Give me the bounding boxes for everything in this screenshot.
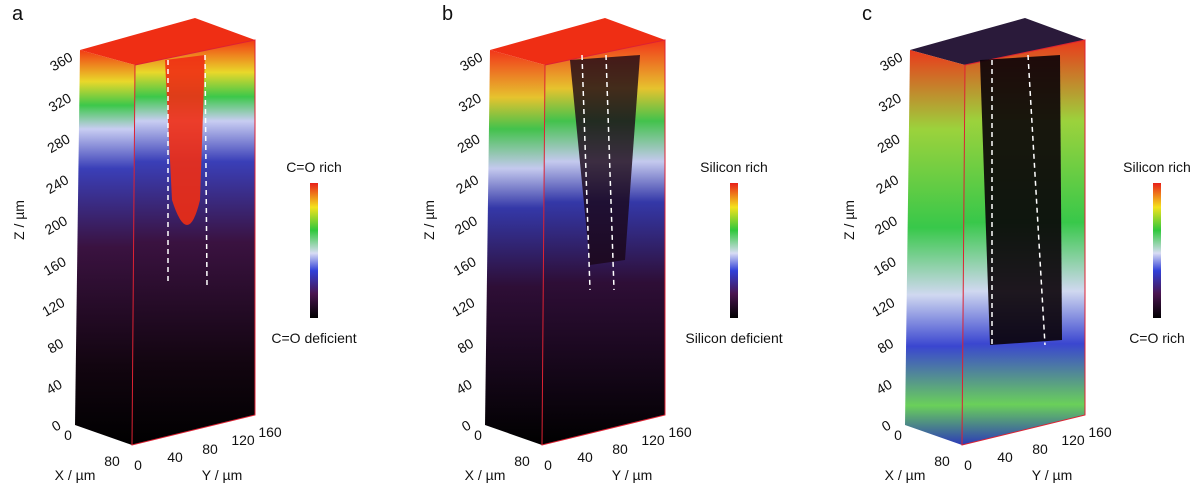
- z-tick-label: 0: [49, 417, 64, 435]
- y-tick-label: 0: [964, 457, 972, 473]
- top-face: [80, 18, 255, 65]
- x-tick-label: 0: [474, 427, 482, 443]
- y-tick-label: 40: [997, 449, 1013, 465]
- guide-line: [581, 54, 591, 291]
- x-tick-label: 0: [894, 427, 902, 443]
- y-tick-label: 120: [641, 432, 665, 448]
- y-axis-label: Y / µm: [612, 467, 652, 483]
- z-axis-label: Z / µm: [841, 200, 857, 240]
- z-tick-label: 200: [42, 212, 70, 238]
- z-tick-label: 240: [453, 171, 481, 197]
- left-face: [75, 50, 135, 445]
- z-tick-label: 120: [39, 294, 67, 320]
- z-tick-label: 0: [459, 417, 474, 435]
- z-tick-label: 160: [870, 253, 898, 279]
- z-tick-label: 280: [874, 130, 902, 156]
- top-face: [910, 18, 1085, 65]
- colorbar-top-label: Silicon rich: [1123, 159, 1191, 175]
- z-tick-label: 80: [875, 335, 897, 357]
- y-tick-label: 160: [668, 424, 692, 440]
- z-tick-label: 320: [876, 90, 904, 116]
- z-tick-label: 80: [455, 335, 477, 357]
- panel-label: b: [442, 3, 453, 25]
- left-face: [485, 50, 545, 445]
- z-tick-label: 120: [449, 294, 477, 320]
- y-tick-label: 80: [202, 441, 218, 457]
- y-tick-label: 120: [1061, 432, 1085, 448]
- y-tick-label: 0: [544, 457, 552, 473]
- x-tick-label: 80: [104, 453, 120, 469]
- x-tick-label: 0: [64, 427, 72, 443]
- y-tick-label: 80: [612, 441, 628, 457]
- z-axis-label: Z / µm: [11, 200, 27, 240]
- x-tick-label: 80: [514, 453, 530, 469]
- z-tick-label: 360: [877, 49, 905, 75]
- z-tick-label: 200: [872, 212, 900, 238]
- front-face: [131, 39, 256, 446]
- y-tick-label: 40: [167, 449, 183, 465]
- panel-label: a: [12, 3, 24, 25]
- z-axis-label: Z / µm: [421, 200, 437, 240]
- z-tick-label: 320: [456, 90, 484, 116]
- colorbar: [1153, 183, 1161, 318]
- top-face: [490, 18, 665, 65]
- y-axis-label: Y / µm: [1032, 467, 1072, 483]
- z-tick-label: 280: [44, 130, 72, 156]
- colorbar-bottom-label: Silicon deficient: [685, 330, 782, 346]
- z-tick-label: 240: [873, 171, 901, 197]
- z-tick-label: 200: [452, 212, 480, 238]
- z-tick-label: 80: [45, 335, 67, 357]
- plume: [165, 55, 205, 225]
- z-tick-label: 40: [453, 376, 475, 398]
- y-tick-label: 160: [1088, 424, 1112, 440]
- z-tick-label: 360: [457, 49, 485, 75]
- z-tick-label: 280: [454, 130, 482, 156]
- z-tick-label: 240: [43, 171, 71, 197]
- x-axis-label: X / µm: [55, 467, 96, 483]
- x-axis-label: X / µm: [465, 467, 506, 483]
- y-tick-label: 120: [231, 432, 255, 448]
- z-tick-label: 360: [47, 49, 75, 75]
- colorbar-top-label: C=O rich: [286, 159, 342, 175]
- x-tick-label: 80: [934, 453, 950, 469]
- colorbar-bottom-label: C=O deficient: [271, 330, 356, 346]
- colorbar: [310, 183, 318, 318]
- y-tick-label: 80: [1032, 441, 1048, 457]
- guide-line: [1027, 54, 1046, 346]
- z-tick-label: 160: [450, 253, 478, 279]
- panel-label: c: [862, 3, 872, 25]
- y-tick-label: 160: [258, 424, 282, 440]
- z-tick-label: 320: [46, 90, 74, 116]
- colorbar-bottom-label: C=O rich: [1129, 330, 1185, 346]
- z-tick-label: 120: [869, 294, 897, 320]
- z-tick-label: 0: [879, 417, 894, 435]
- y-axis-label: Y / µm: [202, 467, 242, 483]
- colorbar: [730, 183, 738, 318]
- x-axis-label: X / µm: [885, 467, 926, 483]
- y-tick-label: 0: [134, 457, 142, 473]
- y-tick-label: 40: [577, 449, 593, 465]
- guide-line: [605, 54, 615, 291]
- z-tick-label: 40: [873, 376, 895, 398]
- guide-line: [204, 54, 208, 286]
- z-tick-label: 160: [40, 253, 68, 279]
- colorbar-top-label: Silicon rich: [700, 159, 768, 175]
- left-face: [905, 50, 965, 445]
- z-tick-label: 40: [43, 376, 65, 398]
